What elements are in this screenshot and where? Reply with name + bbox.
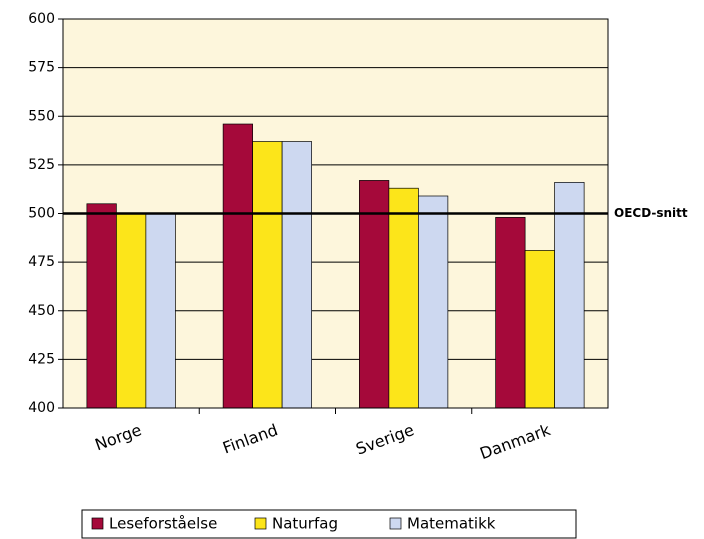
y-tick-label: 525 [28,157,55,173]
y-tick-label: 425 [28,351,55,367]
y-tick-label: 450 [28,303,55,319]
y-tick-label: 475 [28,254,55,270]
legend-label: Leseforståelse [109,515,217,533]
y-tick-label: 400 [28,400,55,416]
y-tick-label: 600 [28,11,55,27]
legend-label: Matematikk [407,515,496,533]
bar [388,187,419,409]
y-tick-label: 575 [28,60,55,76]
bar [554,182,585,409]
bar [495,217,526,409]
bar [252,141,283,409]
x-tick-label: Sverige [353,420,416,459]
y-tick-label: 500 [28,206,55,222]
legend-box [81,509,577,539]
bar [418,195,449,409]
x-tick-label: Norge [92,420,144,454]
legend-swatch [91,517,104,530]
legend-swatch [254,517,267,530]
legend-label: Naturfag [272,515,338,533]
y-tick-label: 550 [28,108,55,124]
bar [86,203,117,409]
bar [281,141,312,409]
bar [145,213,176,409]
x-tick-label: Danmark [477,420,553,463]
bar [116,213,147,409]
legend-swatch [389,517,402,530]
bar [524,250,555,409]
bar [222,123,253,409]
reference-label: OECD-snitt [614,206,688,220]
x-tick-label: Finland [220,420,280,457]
